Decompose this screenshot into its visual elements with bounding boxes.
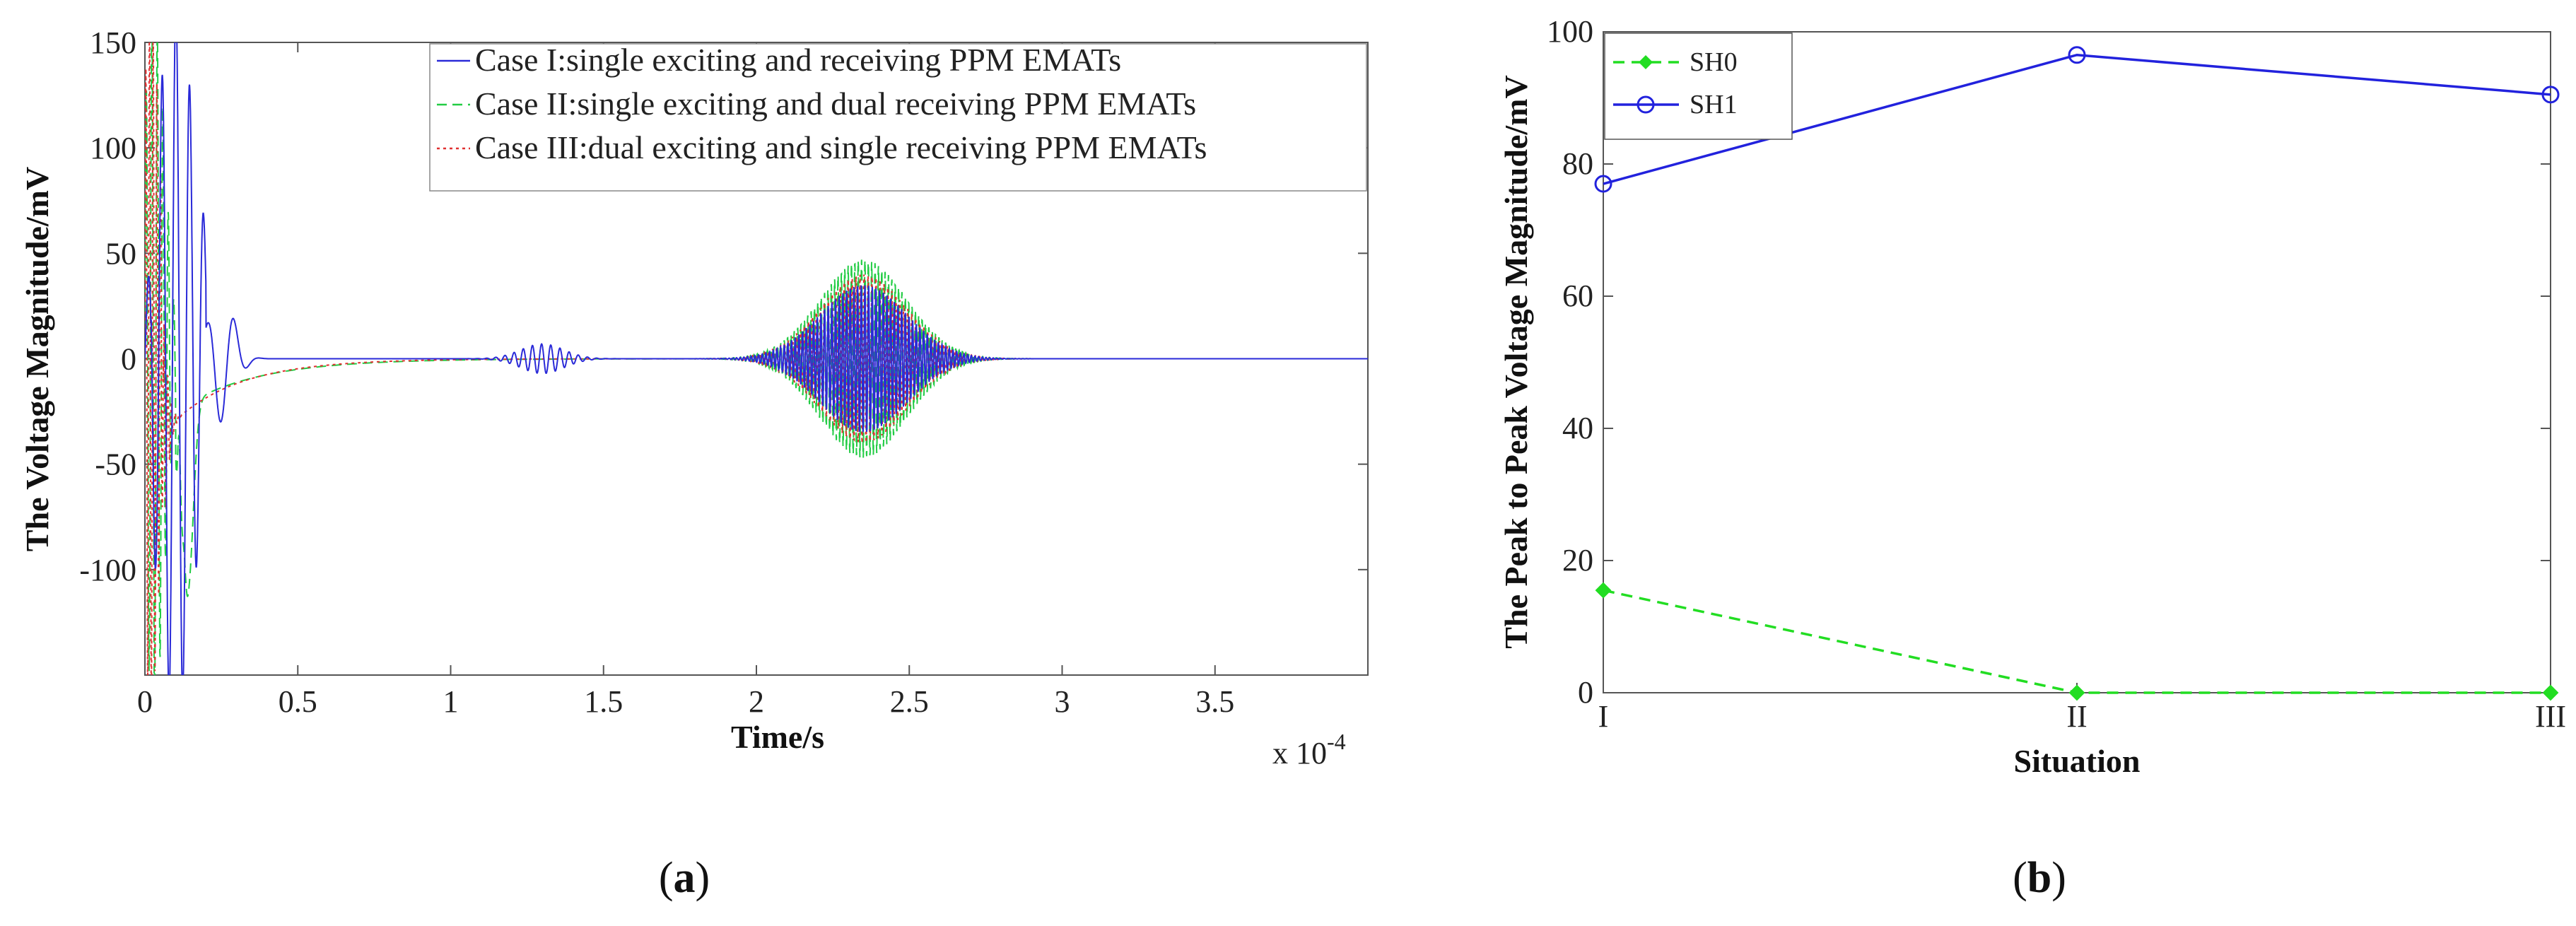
chart-a-legend: Case I:single exciting and receiving PPM…	[429, 42, 1367, 192]
chart-b-legend-box	[1604, 33, 1793, 140]
chart-a-y-tick-label: -50	[95, 447, 136, 482]
chart-a-y-tick-label: 150	[90, 25, 136, 60]
chart-a-series-line	[145, 42, 1368, 675]
chart-b-y-tick-label: 0	[1578, 675, 1593, 710]
chart-a-series	[145, 42, 1368, 675]
chart-b-y-tick-label: 20	[1562, 543, 1593, 578]
panel-label-a: (a)	[659, 854, 710, 902]
chart-b-data-point	[2068, 46, 2086, 64]
chart-a-legend-entry: Case II:single exciting and dual receivi…	[475, 86, 1196, 122]
chart-b-x-axis-label: Situation	[2014, 743, 2141, 779]
chart-b-x-ticks: I II III	[1598, 699, 2566, 734]
chart-b-x-tick-label: III	[2535, 699, 2566, 734]
chart-a-y-tick-label: -100	[79, 553, 136, 587]
chart-b-data-point	[2068, 684, 2085, 701]
chart-a-x-tick-label: 3.5	[1195, 684, 1234, 719]
chart-a-legend-entry: Case III:dual exciting and single receiv…	[475, 129, 1207, 165]
chart-a-y-tick-label: 50	[105, 236, 136, 271]
chart-a: 150 100 50 0 -50 -100 0 0.5 1 1.5 2 2.5 3 3.5 Time/s…	[19, 25, 1369, 770]
chart-a-x-tick-label: 2	[749, 684, 764, 719]
chart-a-x-tick-label: 0	[137, 684, 153, 719]
chart-a-y-ticks: 150 100 50 0 -50 -100	[79, 25, 136, 587]
chart-b-y-tick-label: 60	[1562, 279, 1593, 313]
chart-b-legend-marker	[1639, 55, 1653, 69]
chart-a-legend-box	[429, 43, 1367, 192]
chart-a-x-axis-label: Time/s	[731, 719, 824, 755]
chart-a-y-axis-label: The Voltage Magnitude/mV	[19, 167, 55, 551]
chart-b-data-point	[1594, 175, 1612, 193]
chart-b-data-point	[1595, 582, 1612, 599]
chart-a-legend-entry: Case I:single exciting and receiving PPM…	[475, 42, 1121, 78]
chart-a-x-ticks: 0 0.5 1 1.5 2 2.5 3 3.5	[137, 684, 1234, 719]
chart-b-data-point	[2541, 86, 2560, 104]
chart-b-y-axis-label: The Peak to Peak Voltage Magnitude/mV	[1498, 75, 1534, 648]
chart-b-y-ticks: 100 80 60 40 20 0	[1547, 14, 1593, 710]
chart-b-y-tick-label: 100	[1547, 14, 1593, 49]
chart-b-x-tick-label: I	[1598, 699, 1609, 734]
chart-b-series-line	[1603, 53, 2551, 185]
chart-a-x-tick-label: 0.5	[279, 684, 317, 719]
chart-a-x-tick-label: 1	[443, 684, 459, 719]
chart-a-x-tick-label: 1.5	[584, 684, 623, 719]
chart-a-x-multiplier: x 10-4	[1272, 729, 1346, 770]
panel-label-b: (b)	[2013, 854, 2066, 902]
chart-b-legend-entry: SH0	[1690, 47, 1738, 77]
chart-b-series	[1594, 46, 2560, 701]
chart-b-y-tick-label: 40	[1562, 411, 1593, 445]
chart-a-y-tick-label: 100	[90, 131, 136, 165]
chart-a-x-tick-label: 3	[1055, 684, 1070, 719]
chart-a-y-tick-label: 0	[121, 342, 136, 377]
chart-a-x-tick-label: 2.5	[890, 684, 929, 719]
chart-b-legend-marker	[1637, 95, 1655, 114]
chart-b-y-tick-label: 80	[1562, 146, 1593, 181]
chart-b-legend-entry: SH1	[1690, 90, 1738, 119]
chart-b-x-tick-label: II	[2066, 699, 2087, 734]
chart-b-data-point	[2542, 684, 2559, 701]
